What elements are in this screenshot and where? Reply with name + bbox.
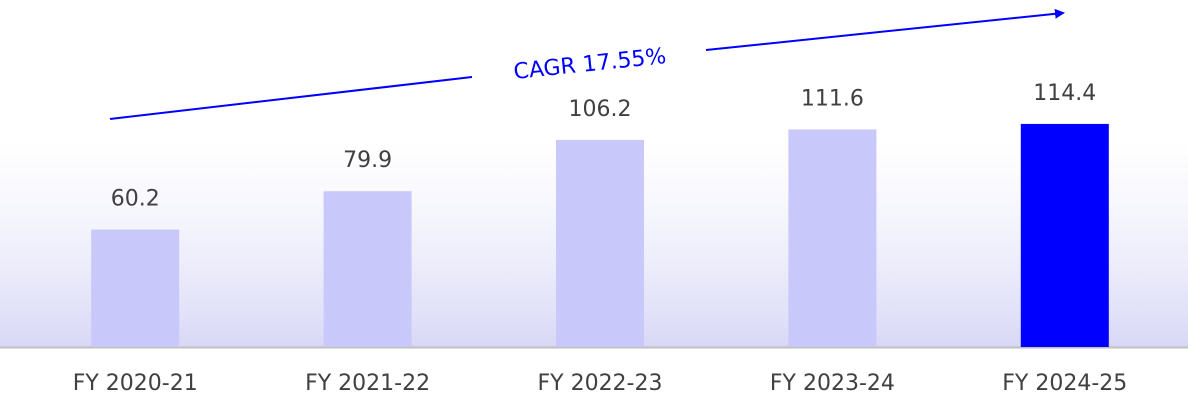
x-tick-label: FY 2024-25 bbox=[1002, 371, 1127, 396]
bar bbox=[556, 139, 644, 347]
value-label: 79.9 bbox=[343, 148, 392, 173]
value-label: 60.2 bbox=[111, 187, 160, 212]
x-tick-label: FY 2020-21 bbox=[73, 371, 198, 396]
x-tick-label: FY 2022-23 bbox=[537, 371, 662, 396]
cagr-arrow bbox=[109, 76, 473, 120]
value-label: 106.2 bbox=[569, 97, 632, 122]
cagr-annotation: CAGR 17.55% bbox=[512, 44, 667, 85]
bar bbox=[91, 229, 180, 347]
x-tick-label: FY 2021-22 bbox=[305, 371, 430, 396]
bar bbox=[323, 191, 412, 347]
bar bbox=[788, 129, 877, 347]
bar bbox=[1020, 123, 1109, 347]
cagr-arrow-head bbox=[705, 8, 1065, 51]
value-label: 111.6 bbox=[801, 86, 864, 111]
value-label: 114.4 bbox=[1033, 81, 1096, 106]
x-tick-label: FY 2023-24 bbox=[770, 371, 895, 396]
